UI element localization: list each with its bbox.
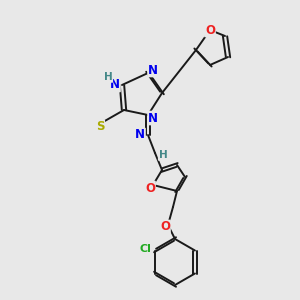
Text: N: N: [110, 79, 120, 92]
Text: O: O: [145, 182, 155, 194]
Text: Cl: Cl: [139, 244, 151, 254]
Text: H: H: [103, 72, 112, 82]
Text: S: S: [96, 121, 104, 134]
Text: N: N: [148, 112, 158, 124]
Text: O: O: [160, 220, 170, 233]
Text: H: H: [159, 150, 167, 160]
Text: N: N: [135, 128, 145, 142]
Text: N: N: [148, 64, 158, 76]
Text: O: O: [205, 23, 215, 37]
